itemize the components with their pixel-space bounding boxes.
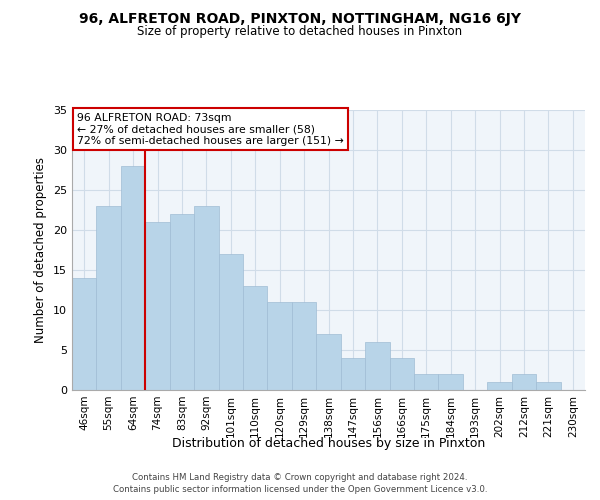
Bar: [97, 206, 121, 390]
Bar: [512, 374, 536, 390]
Bar: [316, 334, 341, 390]
Text: Contains HM Land Registry data © Crown copyright and database right 2024.: Contains HM Land Registry data © Crown c…: [132, 472, 468, 482]
Bar: [536, 382, 560, 390]
Bar: [341, 358, 365, 390]
Bar: [365, 342, 389, 390]
Bar: [170, 214, 194, 390]
Bar: [268, 302, 292, 390]
Bar: [487, 382, 512, 390]
Bar: [414, 374, 439, 390]
Bar: [243, 286, 268, 390]
Bar: [439, 374, 463, 390]
Bar: [218, 254, 243, 390]
Text: Contains public sector information licensed under the Open Government Licence v3: Contains public sector information licen…: [113, 485, 487, 494]
Text: 96 ALFRETON ROAD: 73sqm
← 27% of detached houses are smaller (58)
72% of semi-de: 96 ALFRETON ROAD: 73sqm ← 27% of detache…: [77, 113, 344, 146]
Bar: [389, 358, 414, 390]
Text: Distribution of detached houses by size in Pinxton: Distribution of detached houses by size …: [172, 438, 485, 450]
Text: Size of property relative to detached houses in Pinxton: Size of property relative to detached ho…: [137, 25, 463, 38]
Bar: [145, 222, 170, 390]
Bar: [292, 302, 316, 390]
Bar: [72, 278, 97, 390]
Text: 96, ALFRETON ROAD, PINXTON, NOTTINGHAM, NG16 6JY: 96, ALFRETON ROAD, PINXTON, NOTTINGHAM, …: [79, 12, 521, 26]
Y-axis label: Number of detached properties: Number of detached properties: [34, 157, 47, 343]
Bar: [194, 206, 218, 390]
Bar: [121, 166, 145, 390]
